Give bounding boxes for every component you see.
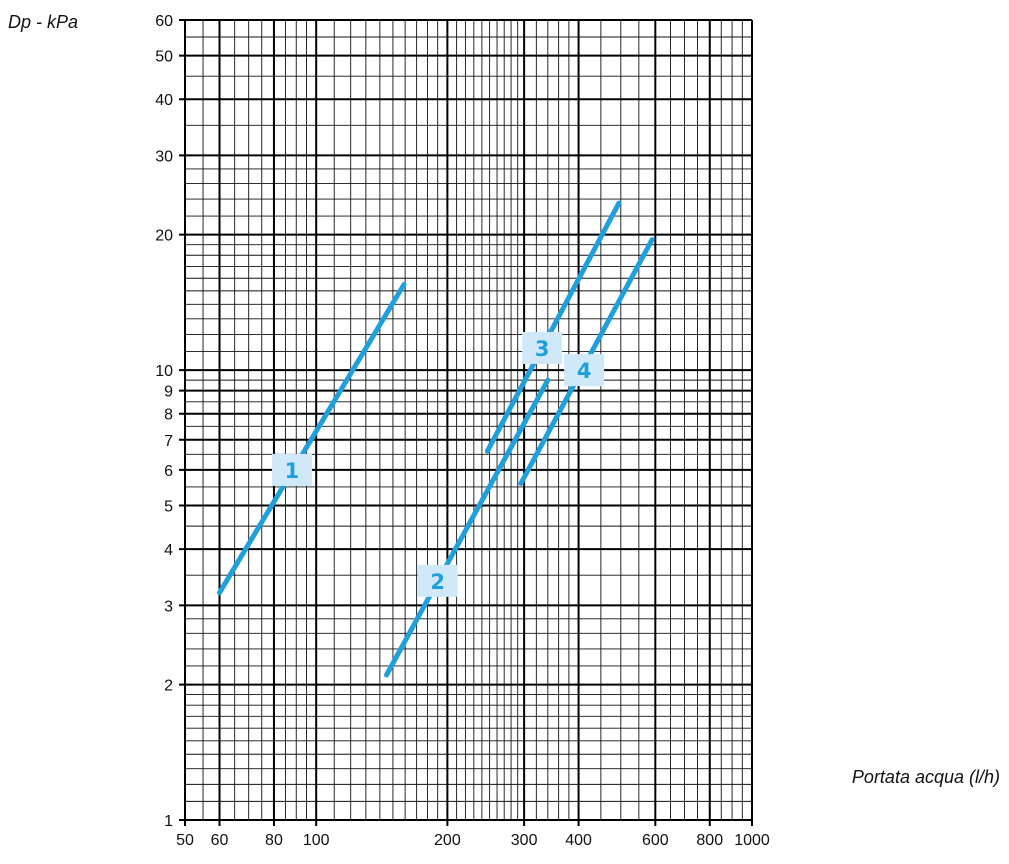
series-line-1: [217, 282, 407, 596]
x-tick-label: 60: [211, 832, 229, 849]
y-tick-label: 4: [164, 542, 173, 559]
curve-label-badge: [271, 453, 312, 486]
x-tick-label: 300: [511, 832, 538, 849]
y-tick-label: 6: [164, 463, 173, 480]
y-axis-title: Dp - kPa: [8, 12, 78, 32]
y-tick-label: 60: [155, 13, 173, 30]
curve-label-badge: [564, 354, 605, 387]
curve-label: 2: [430, 570, 445, 594]
x-tick-labels: 50 60 80 100 200 300 400 600 800 1000: [176, 832, 770, 849]
y-tick-label: 30: [155, 148, 173, 165]
y-tick-labels: 1 2 3 4 5 6 7 8 9 10 20 30 40 50 60: [155, 13, 173, 830]
x-tick-label: 200: [434, 832, 461, 849]
x-tick-label: 1000: [734, 832, 770, 849]
y-tick-label: 10: [155, 363, 173, 380]
y-tick-label: 2: [164, 678, 173, 695]
curve-label: 1: [285, 459, 300, 483]
x-tick-label: 50: [176, 832, 194, 849]
y-tick-label: 50: [155, 49, 173, 66]
x-tick-label: 100: [303, 832, 330, 849]
curve-label-badge: [522, 331, 563, 364]
y-tick-label: 20: [155, 228, 173, 245]
x-tick-label: 400: [565, 832, 592, 849]
x-axis-title: Portata acqua (l/h): [852, 767, 1000, 787]
curve-label-badge: [417, 564, 458, 597]
y-tick-label: 1: [164, 813, 173, 830]
x-tick-label: 80: [265, 832, 283, 849]
y-tick-label: 3: [164, 598, 173, 615]
y-tick-label: 9: [164, 384, 173, 401]
grid-minor: [185, 20, 752, 820]
series-line-2: [384, 377, 551, 678]
y-tick-label: 7: [164, 433, 173, 450]
y-tick-label: 40: [155, 92, 173, 109]
annotation-layer: 1 2 3 4: [271, 331, 605, 597]
x-tick-label: 800: [696, 832, 723, 849]
curve-label: 3: [535, 337, 550, 361]
x-tick-label: 600: [642, 832, 669, 849]
grid-major: [179, 19, 753, 826]
series-line-3: [484, 200, 622, 454]
y-tick-label: 8: [164, 407, 173, 424]
curve-label: 4: [577, 359, 592, 383]
y-tick-label: 5: [164, 499, 173, 516]
